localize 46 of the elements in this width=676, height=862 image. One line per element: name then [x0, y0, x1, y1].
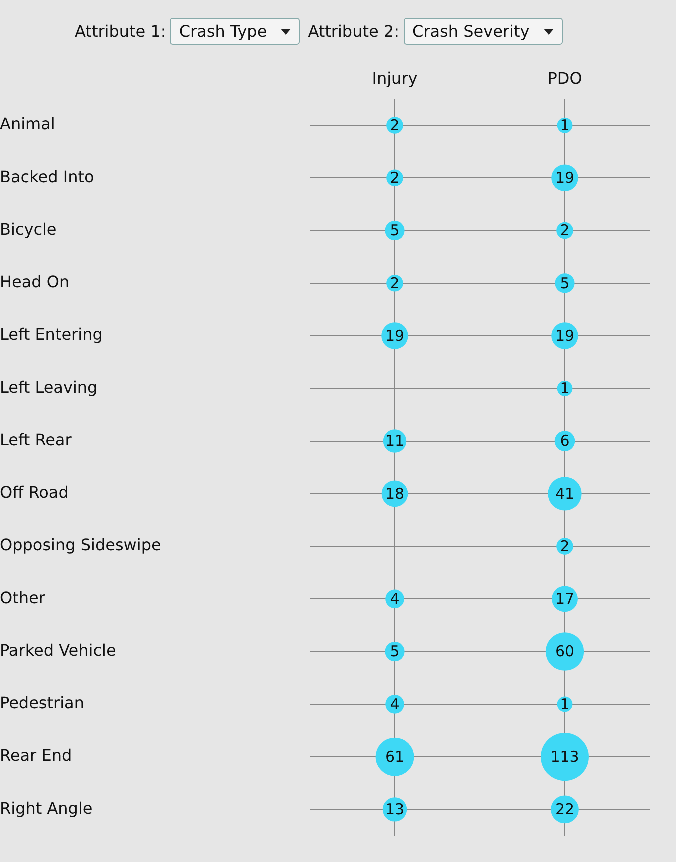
text: Attribute 1:	[75, 22, 166, 41]
data-label: 2	[560, 537, 570, 556]
data-label: 113	[550, 748, 580, 766]
data-label: 11	[385, 432, 405, 450]
data-label: 5	[390, 222, 400, 240]
y-tick-label: Opposing Sideswipe	[0, 536, 162, 555]
data-label: 13	[385, 800, 405, 819]
text: Attribute 2:	[308, 22, 400, 41]
data-label: 1	[560, 695, 570, 714]
data-label: 4	[390, 590, 400, 608]
y-tick-label: Bicycle	[0, 220, 57, 239]
data-label: 61	[385, 748, 405, 766]
data-label: 5	[390, 642, 400, 661]
x-tick-label: PDO	[548, 68, 582, 88]
data-label: 19	[555, 326, 575, 345]
y-tick-label: Other	[0, 588, 46, 608]
y-tick-label: Left Entering	[0, 325, 103, 344]
data-label: 17	[555, 590, 575, 608]
data-label: 41	[555, 484, 575, 503]
data-label: 2	[390, 169, 400, 188]
dropdown: Crash Type	[170, 18, 300, 45]
data-label: 2	[390, 116, 400, 134]
y-tick-label: Parked Vehicle	[0, 640, 116, 660]
y-tick-label: Backed Into	[0, 167, 94, 186]
data-label: 1	[560, 380, 570, 398]
x-tick-label: Injury	[372, 68, 418, 88]
data-label: 19	[385, 326, 405, 345]
y-tick-label: Off Road	[0, 483, 69, 502]
data-label: 1	[560, 116, 570, 134]
data-label: 18	[385, 484, 405, 503]
data-label: 22	[555, 800, 575, 819]
y-tick-label: Left Rear	[0, 430, 72, 450]
data-label: 4	[390, 695, 400, 714]
dropdown: Crash Severity	[404, 18, 563, 45]
y-tick-label: Animal	[0, 114, 56, 134]
y-tick-label: Rear End	[0, 746, 72, 766]
data-label: 2	[390, 274, 400, 292]
data-label: 60	[555, 642, 575, 661]
data-label: 6	[560, 432, 570, 450]
y-tick-label: Left Leaving	[0, 378, 98, 397]
data-label: 2	[560, 222, 570, 240]
y-tick-label: Head On	[0, 272, 70, 292]
y-tick-label: Pedestrian	[0, 694, 84, 713]
data-label: 19	[555, 169, 575, 188]
y-tick-label: Right Angle	[0, 798, 93, 818]
data-label: 5	[560, 274, 570, 292]
